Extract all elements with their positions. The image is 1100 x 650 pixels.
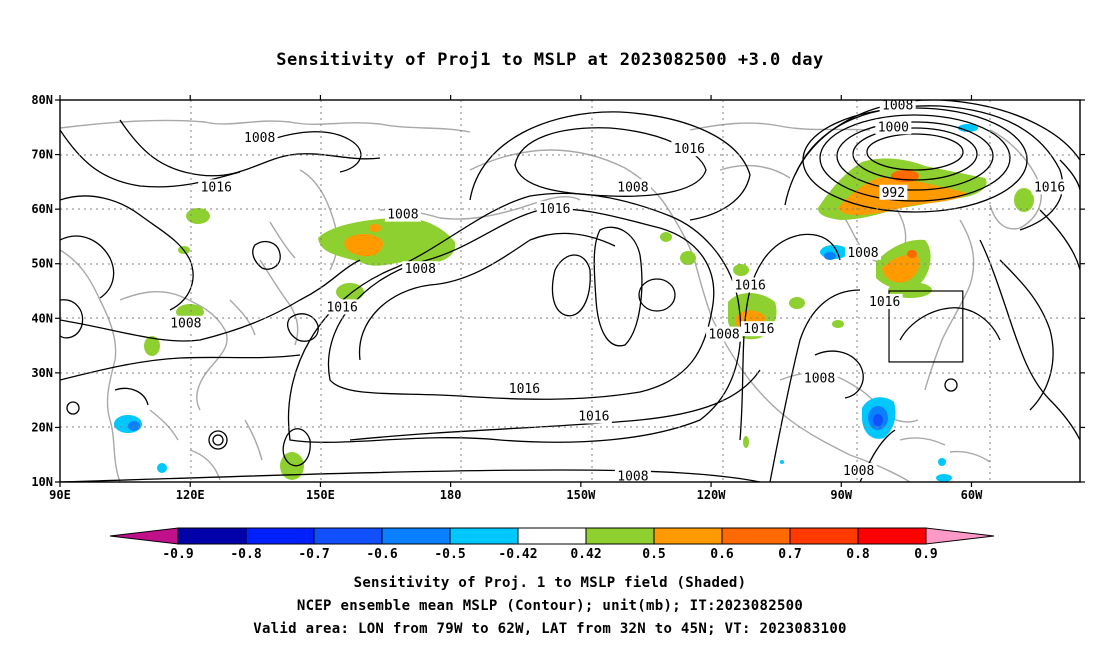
- contour-label: 1016: [743, 322, 774, 337]
- colorbar-label: -0.6: [366, 547, 397, 562]
- colorbar-label: -0.5: [434, 547, 465, 562]
- colorbar-swatch: [313, 527, 383, 545]
- caption-contour: NCEP ensemble mean MSLP (Contour); unit(…: [296, 598, 804, 614]
- contour-label: 1008: [843, 464, 874, 479]
- caption-shading: Sensitivity of Proj. 1 to MSLP field (Sh…: [353, 575, 747, 591]
- lon-tick-label: 150E: [306, 488, 335, 502]
- colorbar-label: 0.7: [778, 547, 801, 562]
- contour-label-bg: [241, 130, 278, 146]
- colorbar-swatch: [653, 527, 723, 545]
- lon-tick-label: 180: [440, 488, 462, 502]
- colorbar-swatch: [449, 527, 519, 545]
- colorbar-swatch: [517, 527, 587, 545]
- contour-label-bg: [866, 293, 903, 309]
- lat-tick-label: 70N: [31, 148, 53, 162]
- sensitivity-map: 1008 1016 1008 1008 1016 1008 1016 1016 1008 1016…: [31, 93, 1085, 562]
- colorbar-label: 0.5: [642, 547, 665, 562]
- lat-tick-label: 50N: [31, 257, 53, 271]
- contour-label-bg: [875, 119, 912, 135]
- lon-tick-label: 120W: [697, 488, 727, 502]
- contour-label: 1016: [674, 142, 705, 157]
- lat-tick-label: 30N: [31, 366, 53, 380]
- contour-label: 1008: [170, 317, 201, 332]
- colorbar-label: 0.42: [570, 547, 601, 562]
- contour-label: 1008: [244, 131, 275, 146]
- contour-label-bg: [844, 244, 881, 260]
- map-frame: [59, 99, 1081, 483]
- lat-tick-label: 80N: [31, 93, 53, 107]
- contour-label: 1008: [882, 98, 913, 113]
- contour-label: 1016: [869, 295, 900, 310]
- chart-title: Sensitivity of Proj1 to MSLP at 20230825…: [276, 50, 824, 70]
- contour-label-bg: [671, 141, 708, 157]
- contour-label: 1016: [201, 180, 232, 195]
- contour-label-bg: [740, 321, 777, 337]
- colorbar: -0.9 -0.8 -0.7 -0.6 -0.5 -0.42 0.42 0.5 0.6 0.7 0.…: [109, 527, 995, 562]
- colorbar-label: -0.7: [298, 547, 329, 562]
- valid-area-box: [888, 290, 964, 363]
- lon-tick-label: 150W: [566, 488, 596, 502]
- latitude-axis: 80N 70N 60N 50N 40N 30N 20N 10N: [31, 93, 1085, 489]
- colorbar-swatch: [381, 527, 451, 545]
- contour-label: 1008: [804, 371, 835, 386]
- lat-tick-label: 60N: [31, 202, 53, 216]
- lon-tick-label: 90W: [830, 488, 852, 502]
- lon-tick-label: 120E: [176, 488, 205, 502]
- colorbar-label: -0.42: [498, 547, 537, 562]
- contour-label: 1016: [539, 202, 570, 217]
- colorbar-swatch: [585, 527, 655, 545]
- colorbar-swatch: [721, 527, 791, 545]
- longitude-axis: 90E 120E 150E 180 150W 120W 90W 60W: [49, 95, 983, 502]
- contour-label-bg: [536, 201, 573, 217]
- colorbar-label: -0.9: [162, 547, 193, 562]
- colorbar-label: 0.8: [846, 547, 870, 562]
- contour-label-bg: [614, 468, 651, 482]
- colorbar-swatch: [857, 527, 927, 545]
- lat-tick-label: 20N: [31, 420, 53, 434]
- contour-label: 1008: [617, 470, 648, 485]
- lat-tick-label: 10N: [31, 475, 53, 489]
- contour-label-bg: [384, 206, 421, 222]
- contour-label: 1008: [387, 208, 418, 223]
- caption-valid-area: Valid area: LON from 79W to 62W, LAT fro…: [253, 621, 847, 637]
- contour-label-bg: [840, 463, 877, 479]
- colorbar-high-triangle: [925, 527, 995, 545]
- lon-tick-label: 90E: [49, 488, 71, 502]
- lon-tick-label: 60W: [961, 488, 983, 502]
- contour-labels: 1008 1016 1008 1008 1016 1008 1016 1016 1008 1016…: [167, 98, 1068, 485]
- colorbar-label: 0.6: [710, 547, 734, 562]
- contour-label: 1000: [878, 120, 909, 135]
- contour-label-bg: [198, 179, 235, 195]
- contour-label-bg: [575, 408, 612, 424]
- contour-label: 1016: [326, 300, 357, 315]
- contour-label: 1008: [405, 262, 436, 277]
- contour-label-bg: [614, 179, 651, 195]
- contour-label-bg: [706, 326, 743, 342]
- contour-label-bg: [879, 184, 908, 200]
- colorbar-swatch: [789, 527, 859, 545]
- contour-label-bg: [879, 100, 916, 113]
- colorbar-label: -0.8: [230, 547, 261, 562]
- colorbar-low-triangle: [109, 527, 179, 545]
- contour-label-bg: [801, 370, 838, 386]
- contour-label: 1016: [578, 410, 609, 425]
- contour-label: 992: [882, 186, 905, 201]
- lat-tick-label: 40N: [31, 311, 53, 325]
- contour-label: 1008: [617, 180, 648, 195]
- contour-label-bg: [1031, 179, 1068, 195]
- contour-label: 1008: [847, 246, 878, 261]
- contour-label-bg: [167, 315, 204, 331]
- contour-label: 1016: [734, 279, 765, 294]
- contour-label-bg: [506, 381, 543, 397]
- contour-label-bg: [732, 277, 769, 293]
- contour-label-bg: [324, 299, 361, 315]
- contour-label: 1016: [509, 382, 540, 397]
- contour-label: 1008: [708, 328, 739, 343]
- colorbar-swatch: [245, 527, 315, 545]
- colorbar-swatch: [177, 527, 247, 545]
- colorbar-label: 0.9: [914, 547, 937, 562]
- contour-label: 1016: [1034, 180, 1065, 195]
- contour-label-bg: [402, 261, 439, 277]
